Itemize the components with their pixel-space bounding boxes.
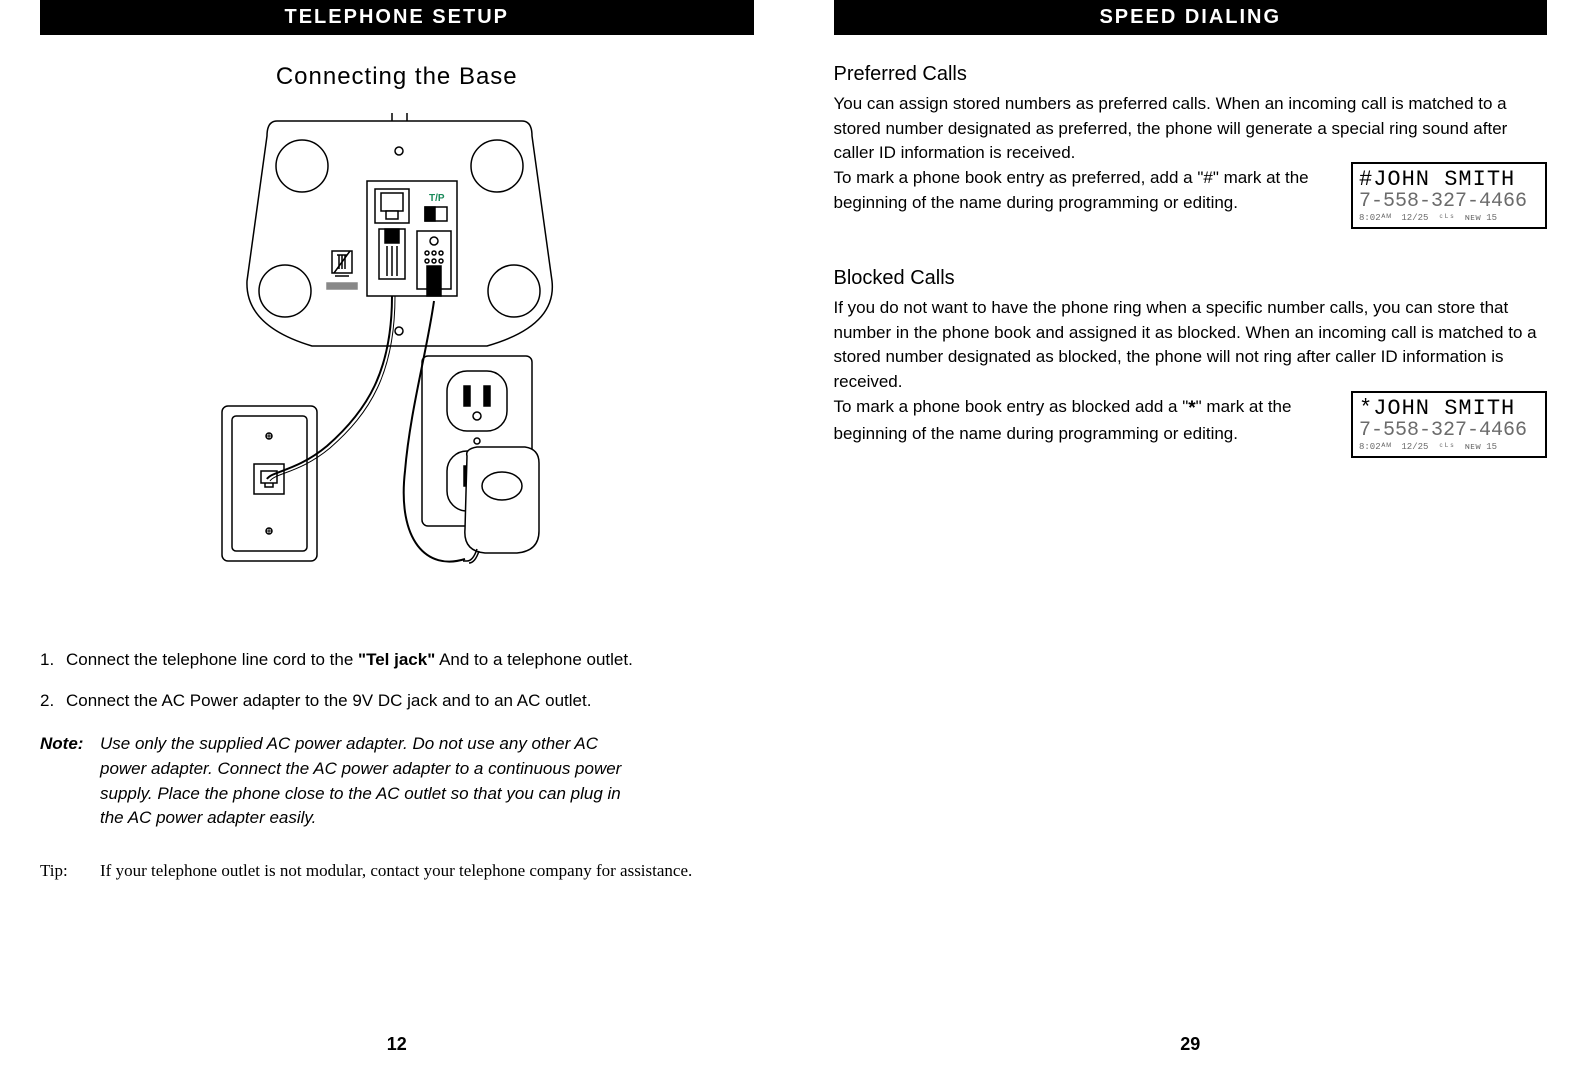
- page-right: SPEED DIALING Preferred Calls You can as…: [794, 0, 1587, 1067]
- step-2: 2. Connect the AC Power adapter to the 9…: [40, 687, 754, 714]
- page-number-left: 12: [387, 1034, 407, 1055]
- blocked-star: *: [1188, 398, 1195, 419]
- lcd-preferred-line2: 7-558-327-4466: [1359, 191, 1539, 212]
- header-telephone-setup: TELEPHONE SETUP: [40, 0, 754, 35]
- lcd-blocked-line1: *JOHN SMITH: [1359, 397, 1539, 420]
- preferred-p1: You can assign stored numbers as preferr…: [834, 92, 1548, 166]
- step-2-text: Connect the AC Power adapter to the 9V D…: [66, 687, 754, 714]
- preferred-p2: To mark a phone book entry as preferred,…: [834, 168, 1309, 212]
- svg-text:T/P: T/P: [429, 193, 445, 204]
- tip-label: Tip:: [40, 859, 100, 884]
- note-label: Note:: [40, 732, 100, 831]
- page-left: TELEPHONE SETUP Connecting the Base: [0, 0, 794, 1067]
- note-body: Use only the supplied AC power adapter. …: [100, 732, 754, 831]
- blocked-p1: If you do not want to have the phone rin…: [834, 296, 1548, 395]
- preferred-p2-wrap: #JOHN SMITH 7-558-327-4466 8:02ᴬᴹ 12/25 …: [834, 166, 1548, 215]
- note-row: Note: Use only the supplied AC power ada…: [40, 732, 754, 831]
- lcd-blocked: *JOHN SMITH 7-558-327-4466 8:02ᴬᴹ 12/25 …: [1351, 391, 1547, 458]
- lcd-preferred-line1: #JOHN SMITH: [1359, 168, 1539, 191]
- tip-row: Tip: If your telephone outlet is not mod…: [40, 859, 754, 884]
- base-connection-diagram: T/P: [40, 111, 754, 586]
- blocked-p2a: To mark a phone book entry as blocked ad…: [834, 397, 1189, 416]
- subtitle-connecting-base: Connecting the Base: [40, 63, 754, 91]
- blocked-p2-wrap: *JOHN SMITH 7-558-327-4466 8:02ᴬᴹ 12/25 …: [834, 395, 1548, 447]
- lcd-blocked-line2: 7-558-327-4466: [1359, 420, 1539, 441]
- lcd-preferred: #JOHN SMITH 7-558-327-4466 8:02ᴬᴹ 12/25 …: [1351, 162, 1547, 229]
- blocked-calls-block: Blocked Calls If you do not want to have…: [834, 267, 1548, 458]
- setup-steps: 1. Connect the telephone line cord to th…: [40, 646, 754, 884]
- preferred-title: Preferred Calls: [834, 63, 1548, 86]
- blocked-title: Blocked Calls: [834, 267, 1548, 290]
- preferred-calls-block: Preferred Calls You can assign stored nu…: [834, 63, 1548, 229]
- step-1-text: Connect the telephone line cord to the "…: [66, 646, 754, 673]
- lcd-preferred-status: 8:02ᴬᴹ 12/25 ᶜᴸˢ ɴᴇᴡ 15: [1359, 212, 1539, 225]
- step-1: 1. Connect the telephone line cord to th…: [40, 646, 754, 673]
- lcd-blocked-status: 8:02ᴬᴹ 12/25 ᶜᴸˢ ɴᴇᴡ 15: [1359, 441, 1539, 454]
- page-number-right: 29: [1180, 1034, 1200, 1055]
- step-1-num: 1.: [40, 646, 66, 673]
- step-2-num: 2.: [40, 687, 66, 714]
- tip-body: If your telephone outlet is not modular,…: [100, 859, 754, 884]
- header-speed-dialing: SPEED DIALING: [834, 0, 1548, 35]
